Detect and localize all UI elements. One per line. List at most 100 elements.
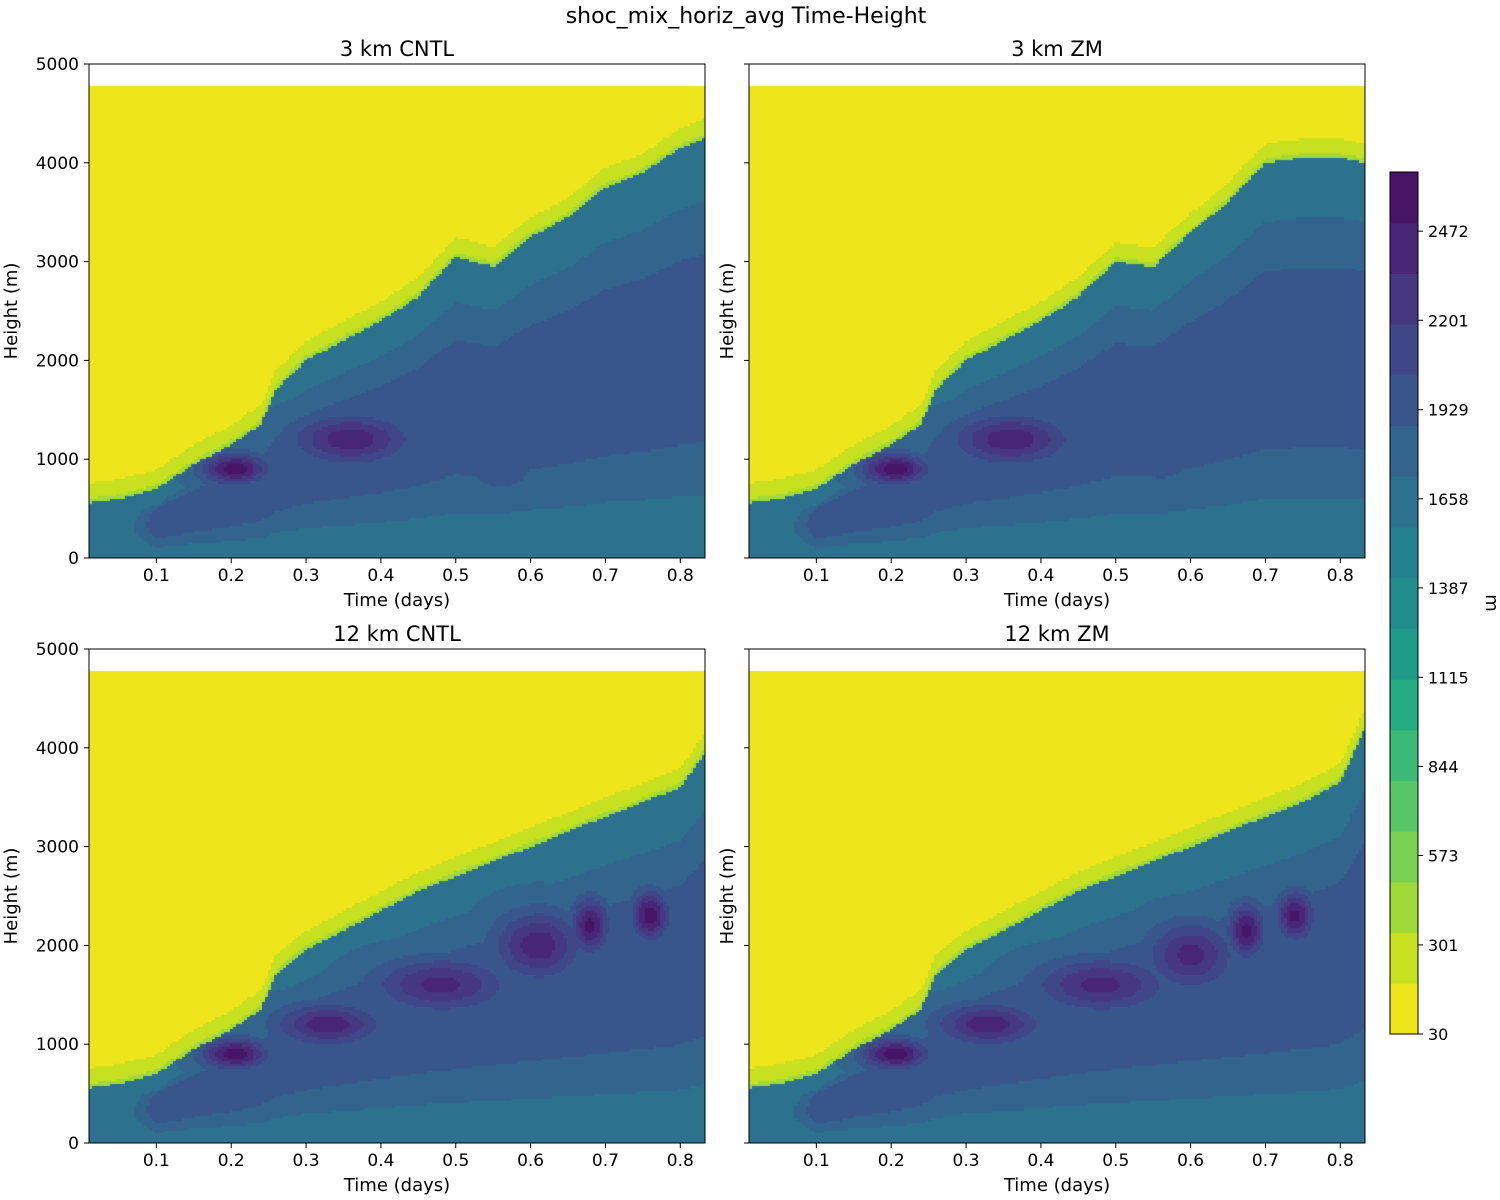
y-tick-label: 2000	[36, 351, 79, 371]
x-tick-label: 0.7	[592, 566, 619, 586]
colorbar-level	[1390, 374, 1418, 427]
colorbar-level	[1390, 476, 1418, 528]
x-tick-label: 0.2	[878, 1151, 905, 1171]
y-tick-label: 5000	[36, 640, 79, 660]
heatmap-field	[89, 64, 705, 558]
panel-1: 3 km CNTL 0.1 0.2 0.3 0.4 0.5 0.6 0.7 0.8 Time (d…	[1, 37, 706, 611]
x-tick-label: 0.8	[667, 1151, 694, 1171]
panel-3: 12 km CNTL 0.1 0.2 0.3 0.4 0.5 0.6 0.7 0.8 Time (…	[1, 622, 706, 1196]
colorbar: 30 301 573 844 1115 1387 1658 1929 2201 2472 m	[1389, 171, 1500, 1044]
y-tick-label: 3000	[36, 838, 79, 858]
x-axis-label: Time (days)	[343, 590, 450, 611]
colorbar-level	[1390, 222, 1418, 274]
colorbar-level	[1390, 679, 1418, 731]
colorbar-tick-label: 1115	[1428, 668, 1469, 687]
x-tick-label: 0.1	[143, 566, 170, 586]
colorbar-level	[1390, 831, 1418, 883]
y-tick-label: 1000	[36, 1035, 79, 1055]
colorbar-tick-label: 301	[1428, 936, 1459, 955]
x-tick-label: 0.2	[218, 1151, 245, 1171]
x-tick-label: 0.7	[592, 1151, 619, 1171]
y-tick-label: 5000	[36, 55, 79, 75]
panel-title: 3 km ZM	[1011, 37, 1103, 61]
x-tick-label: 0.1	[143, 1151, 170, 1171]
x-tick-label: 0.6	[1177, 1151, 1204, 1171]
colorbar-tick-label: 1929	[1428, 401, 1469, 420]
colorbar-tick-label: 2201	[1428, 311, 1469, 330]
colorbar-frame	[1389, 171, 1419, 1035]
x-tick-label: 0.1	[803, 566, 830, 586]
y-axis-label: Height (m)	[1, 848, 22, 945]
x-tick-label: 0.6	[517, 566, 544, 586]
y-tick-label: 2000	[36, 936, 79, 956]
x-tick-label: 0.5	[442, 566, 469, 586]
figure-title: shoc_mix_horiz_avg Time-Height	[566, 4, 927, 29]
x-tick-label: 0.2	[218, 566, 245, 586]
y-tick-label: 0	[68, 549, 79, 569]
x-tick-label: 0.4	[367, 1151, 394, 1171]
y-axis-label: Height (m)	[1, 263, 22, 360]
colorbar-tick-label: 2472	[1428, 222, 1469, 241]
axes-frame	[88, 63, 706, 559]
colorbar-level	[1390, 324, 1418, 376]
panel-title: 12 km ZM	[1004, 622, 1109, 646]
colorbar-level	[1390, 425, 1418, 477]
colorbar-tick-label: 844	[1428, 757, 1459, 776]
y-axis-label: Height (m)	[717, 848, 738, 945]
x-tick-label: 0.3	[953, 1151, 980, 1171]
colorbar-tick-label: 1658	[1428, 490, 1469, 509]
x-axis-label: Time (days)	[1003, 590, 1110, 611]
x-tick-label: 0.3	[293, 566, 320, 586]
panel-title: 3 km CNTL	[340, 37, 455, 61]
colorbar-level	[1390, 273, 1418, 325]
colorbar-level	[1390, 526, 1418, 579]
x-tick-label: 0.4	[1027, 566, 1054, 586]
colorbar-tick-label: 573	[1428, 846, 1459, 865]
y-tick-label: 1000	[36, 450, 79, 470]
heatmap-field	[749, 649, 1365, 1143]
colorbar-level	[1390, 172, 1418, 224]
y-tick-label: 4000	[36, 739, 79, 759]
x-tick-label: 0.4	[367, 566, 394, 586]
x-tick-label: 0.4	[1027, 1151, 1054, 1171]
heatmap-field	[749, 64, 1365, 558]
x-tick-label: 0.3	[953, 566, 980, 586]
x-tick-label: 0.6	[1177, 566, 1204, 586]
y-tick-label: 4000	[36, 154, 79, 174]
x-tick-label: 0.8	[1327, 1151, 1354, 1171]
colorbar-tick-label: 1387	[1428, 579, 1469, 598]
x-tick-label: 0.6	[517, 1151, 544, 1171]
axes-frame	[88, 648, 706, 1144]
colorbar-level	[1390, 729, 1418, 781]
colorbar-tick-label: 30	[1428, 1025, 1448, 1044]
colorbar-level	[1390, 983, 1418, 1035]
x-tick-label: 0.3	[293, 1151, 320, 1171]
panel-2: 3 km ZM 0.1 0.2 0.3 0.4 0.5 0.6 0.7 0.8 Time (day…	[717, 37, 1366, 611]
panel-4: 12 km ZM 0.1 0.2 0.3 0.4 0.5 0.6 0.7 0.8 Time (da…	[717, 622, 1366, 1196]
y-tick-label: 3000	[36, 253, 79, 273]
x-tick-label: 0.8	[1327, 566, 1354, 586]
y-tick-label: 0	[68, 1134, 79, 1154]
colorbar-level	[1390, 628, 1418, 680]
panels: 3 km CNTL 0.1 0.2 0.3 0.4 0.5 0.6 0.7 0.8 Time (d…	[1, 37, 1366, 1196]
y-axis-label: Height (m)	[717, 263, 738, 360]
x-tick-label: 0.8	[667, 566, 694, 586]
x-tick-label: 0.2	[878, 566, 905, 586]
axes-frame	[748, 63, 1366, 559]
panel-title: 12 km CNTL	[333, 622, 461, 646]
x-axis-label: Time (days)	[1003, 1175, 1110, 1196]
colorbar-level	[1390, 577, 1418, 629]
x-tick-label: 0.7	[1252, 1151, 1279, 1171]
colorbar-level	[1390, 932, 1418, 984]
colorbar-label: m	[1481, 594, 1500, 612]
axes-frame	[748, 648, 1366, 1144]
x-tick-label: 0.5	[442, 1151, 469, 1171]
x-tick-label: 0.1	[803, 1151, 830, 1171]
colorbar-level	[1390, 780, 1418, 832]
heatmap-field	[89, 649, 705, 1143]
colorbar-level	[1390, 881, 1418, 934]
x-axis-label: Time (days)	[343, 1175, 450, 1196]
x-tick-label: 0.5	[1102, 566, 1129, 586]
x-tick-label: 0.7	[1252, 566, 1279, 586]
